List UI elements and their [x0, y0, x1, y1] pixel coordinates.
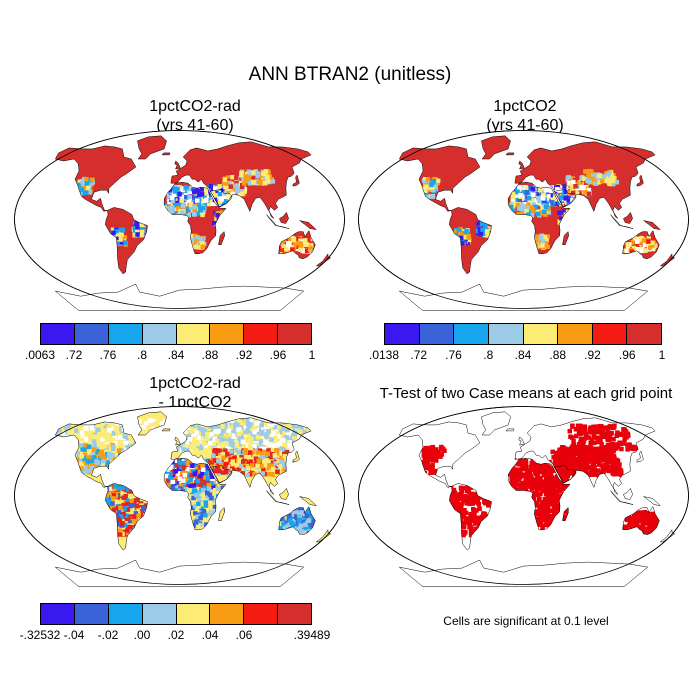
colorbar1-label: 1 — [308, 348, 316, 362]
main-title: ANN BTRAN2 (unitless) — [248, 64, 452, 85]
colorbar1-box-5 — [210, 324, 245, 344]
colorbar2-label: 1 — [658, 348, 666, 362]
colorbar3-label: -.02 — [97, 628, 119, 642]
colorbar2-label: .84 — [514, 348, 532, 362]
colorbar3-label: .04 — [201, 628, 219, 642]
colorbar2-label: .88 — [549, 348, 567, 362]
colorbar2-box-5 — [558, 324, 593, 344]
significance-note: Cells are significant at 0.1 level — [443, 614, 609, 628]
colorbar1-box-3 — [142, 324, 177, 344]
panel3-title-line1: 1pctCO2-rad — [149, 375, 241, 392]
colorbar3-label: -.04 — [63, 628, 85, 642]
colorbar2-box-7 — [627, 324, 661, 344]
colorbar1-box-1 — [74, 324, 109, 344]
colorbar2-label: .0138 — [368, 348, 400, 362]
colorbar2-box-4 — [523, 324, 559, 344]
colorbar3-box-7 — [278, 604, 311, 624]
colorbar1-label: .84 — [167, 348, 185, 362]
colorbar3-box-6 — [244, 604, 279, 624]
colorbar1-label: .92 — [235, 348, 253, 362]
colorbar3-label: .00 — [133, 628, 151, 642]
panel1-title-line1: 1pctCO2-rad — [149, 98, 241, 115]
colorbar3-label: -.32532 — [19, 628, 61, 642]
colorbar3-box-2 — [108, 604, 143, 624]
colorbar-difference — [40, 603, 312, 625]
map-panel-difference — [14, 406, 345, 587]
colorbar2-box-1 — [419, 324, 455, 344]
panel2-title: 1pctCO2 (yrs 41-60) — [370, 97, 680, 135]
colorbar-panel1 — [40, 323, 312, 345]
panel4-title: T-Test of two Case means at each grid po… — [379, 385, 673, 402]
colorbar3-box-0 — [41, 604, 75, 624]
colorbar2-label: .76 — [445, 348, 462, 362]
map-panel-1pctco2 — [358, 130, 689, 311]
map-panel-1pctco2-rad — [14, 130, 345, 311]
colorbar3-box-3 — [142, 604, 177, 624]
colorbar1-label: .72 — [65, 348, 83, 362]
colorbar1-box-0 — [41, 324, 75, 344]
colorbar2-box-0 — [385, 324, 420, 344]
colorbar3-box-1 — [74, 604, 109, 624]
colorbar1-box-7 — [278, 324, 311, 344]
colorbar2-label: .8 — [483, 348, 494, 362]
panel2-title-line2: (yrs 41-60) — [486, 117, 564, 134]
colorbar2-box-2 — [454, 324, 489, 344]
colorbar1-label: .0063 — [24, 348, 56, 362]
colorbar3-label: .06 — [235, 628, 253, 642]
colorbar1-label: .88 — [201, 348, 219, 362]
colorbar1-label: .8 — [136, 348, 148, 362]
colorbar2-label: .96 — [618, 348, 636, 362]
colorbar3-box-5 — [210, 604, 245, 624]
colorbar2-label: .72 — [410, 348, 428, 362]
panel1-title-line2: (yrs 41-60) — [156, 117, 234, 134]
panel1-title: 1pctCO2-rad (yrs 41-60) — [40, 97, 350, 135]
colorbar2-box-3 — [488, 324, 524, 344]
colorbar-panel2 — [384, 323, 662, 345]
colorbar3-box-4 — [176, 604, 211, 624]
colorbar1-label: .76 — [99, 348, 117, 362]
colorbar1-box-2 — [108, 324, 143, 344]
colorbar3-label: .02 — [167, 628, 185, 642]
panel2-title-line1: 1pctCO2 — [493, 98, 557, 115]
colorbar2-box-6 — [592, 324, 628, 344]
colorbar2-label: .92 — [584, 348, 601, 362]
map-panel-ttest — [358, 406, 689, 587]
colorbar1-label: .96 — [269, 348, 287, 362]
colorbar1-box-6 — [244, 324, 279, 344]
colorbar3-label: .39489 — [293, 628, 331, 642]
colorbar1-box-4 — [176, 324, 211, 344]
